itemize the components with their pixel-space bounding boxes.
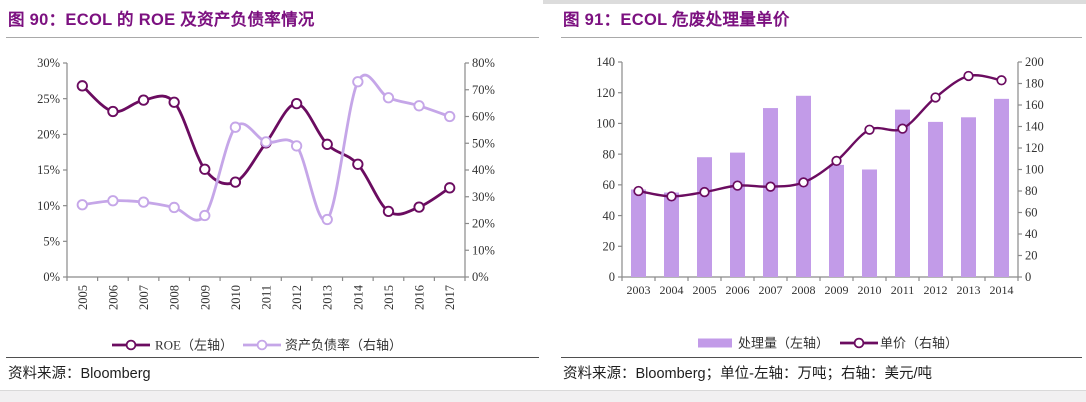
svg-text:80%: 80% (472, 56, 495, 70)
svg-text:50%: 50% (472, 136, 495, 150)
svg-text:处理量（左轴）: 处理量（左轴） (738, 336, 829, 351)
svg-text:120: 120 (596, 86, 615, 100)
svg-text:2006: 2006 (726, 283, 750, 297)
source-note: 资料来源：Bloomberg (8, 366, 151, 382)
svg-text:2012: 2012 (924, 283, 948, 297)
svg-text:60: 60 (603, 178, 616, 192)
svg-text:20%: 20% (472, 217, 495, 231)
svg-text:160: 160 (1025, 98, 1044, 112)
svg-text:120: 120 (1025, 141, 1044, 155)
svg-text:2007: 2007 (759, 283, 783, 297)
svg-text:10%: 10% (37, 199, 60, 213)
svg-text:ROE（左轴）: ROE（左轴） (155, 338, 233, 353)
roe-debt-ratio-chart: 0% 5% 10% 15% 20% 25% 30% 0% 10% 20% 30% 40% 50% 60% 7… (37, 56, 495, 353)
svg-text:2011: 2011 (891, 283, 915, 297)
svg-text:20: 20 (1025, 249, 1038, 263)
svg-text:0%: 0% (472, 270, 489, 284)
svg-text:15%: 15% (37, 163, 60, 177)
svg-text:2016: 2016 (413, 285, 427, 310)
treatment-volume-price-chart: 0 20 40 60 80 100 120 140 0 20 40 60 80 100 120 140 160 1… (596, 55, 1044, 351)
svg-text:2008: 2008 (168, 285, 182, 310)
svg-text:2003: 2003 (627, 283, 651, 297)
figure-91-title: 图 91：ECOL 危废处理量单价 (563, 11, 790, 29)
svg-text:0: 0 (1025, 270, 1031, 284)
svg-text:100: 100 (1025, 163, 1044, 177)
svg-text:5%: 5% (43, 235, 60, 249)
svg-text:2011: 2011 (260, 285, 274, 310)
source-divider (6, 357, 539, 358)
svg-text:2005: 2005 (76, 285, 90, 310)
svg-text:2005: 2005 (693, 283, 717, 297)
svg-text:140: 140 (596, 55, 615, 69)
svg-text:10%: 10% (472, 243, 495, 257)
svg-text:60%: 60% (472, 110, 495, 124)
svg-text:2006: 2006 (106, 285, 120, 310)
svg-text:30%: 30% (472, 190, 495, 204)
svg-text:2007: 2007 (137, 285, 151, 310)
svg-text:2013: 2013 (321, 285, 335, 310)
svg-text:2015: 2015 (382, 285, 396, 310)
svg-text:70%: 70% (472, 83, 495, 97)
svg-text:20%: 20% (37, 128, 60, 142)
svg-text:0: 0 (609, 270, 615, 284)
svg-text:2009: 2009 (825, 283, 849, 297)
svg-text:80: 80 (603, 147, 616, 161)
svg-text:2014: 2014 (990, 283, 1014, 297)
svg-text:40%: 40% (472, 163, 495, 177)
svg-text:2009: 2009 (198, 285, 212, 310)
svg-text:2004: 2004 (660, 283, 684, 297)
svg-text:140: 140 (1025, 120, 1044, 134)
svg-text:25%: 25% (37, 92, 60, 106)
page-top-edge (543, 0, 1086, 4)
title-divider (6, 37, 539, 38)
source-note: 资料来源：Bloomberg；单位-左轴：万吨；右轴：美元/吨 (563, 366, 932, 382)
svg-text:2008: 2008 (792, 283, 816, 297)
svg-text:0%: 0% (43, 270, 60, 284)
svg-text:2014: 2014 (351, 284, 365, 310)
figure-90-panel: 图 90：ECOL 的 ROE 及资产负债率情况 0% 5% 10% 15% 20% 25… (6, 0, 543, 402)
svg-text:2010: 2010 (229, 285, 243, 310)
svg-text:60: 60 (1025, 206, 1038, 220)
svg-text:30%: 30% (37, 56, 60, 70)
title-divider (561, 37, 1082, 38)
svg-text:40: 40 (1025, 227, 1038, 241)
svg-text:2010: 2010 (858, 283, 882, 297)
figure-90-title: 图 90：ECOL 的 ROE 及资产负债率情况 (8, 11, 315, 29)
svg-text:200: 200 (1025, 55, 1044, 69)
svg-text:100: 100 (596, 117, 615, 131)
svg-text:20: 20 (603, 239, 616, 253)
svg-text:180: 180 (1025, 77, 1044, 91)
svg-text:40: 40 (603, 209, 616, 223)
svg-text:2013: 2013 (957, 283, 981, 297)
svg-text:单价（右轴）: 单价（右轴） (880, 336, 958, 351)
svg-text:资产负债率（右轴）: 资产负债率（右轴） (285, 338, 402, 353)
page-bottom-edge (0, 390, 1086, 402)
svg-text:2012: 2012 (290, 285, 304, 310)
source-divider (561, 357, 1082, 358)
svg-text:80: 80 (1025, 184, 1038, 198)
svg-text:2017: 2017 (443, 285, 457, 310)
figure-91-panel: 图 91：ECOL 危废处理量单价 0 20 40 60 80 100 120 140 0 20 4… (561, 0, 1086, 402)
